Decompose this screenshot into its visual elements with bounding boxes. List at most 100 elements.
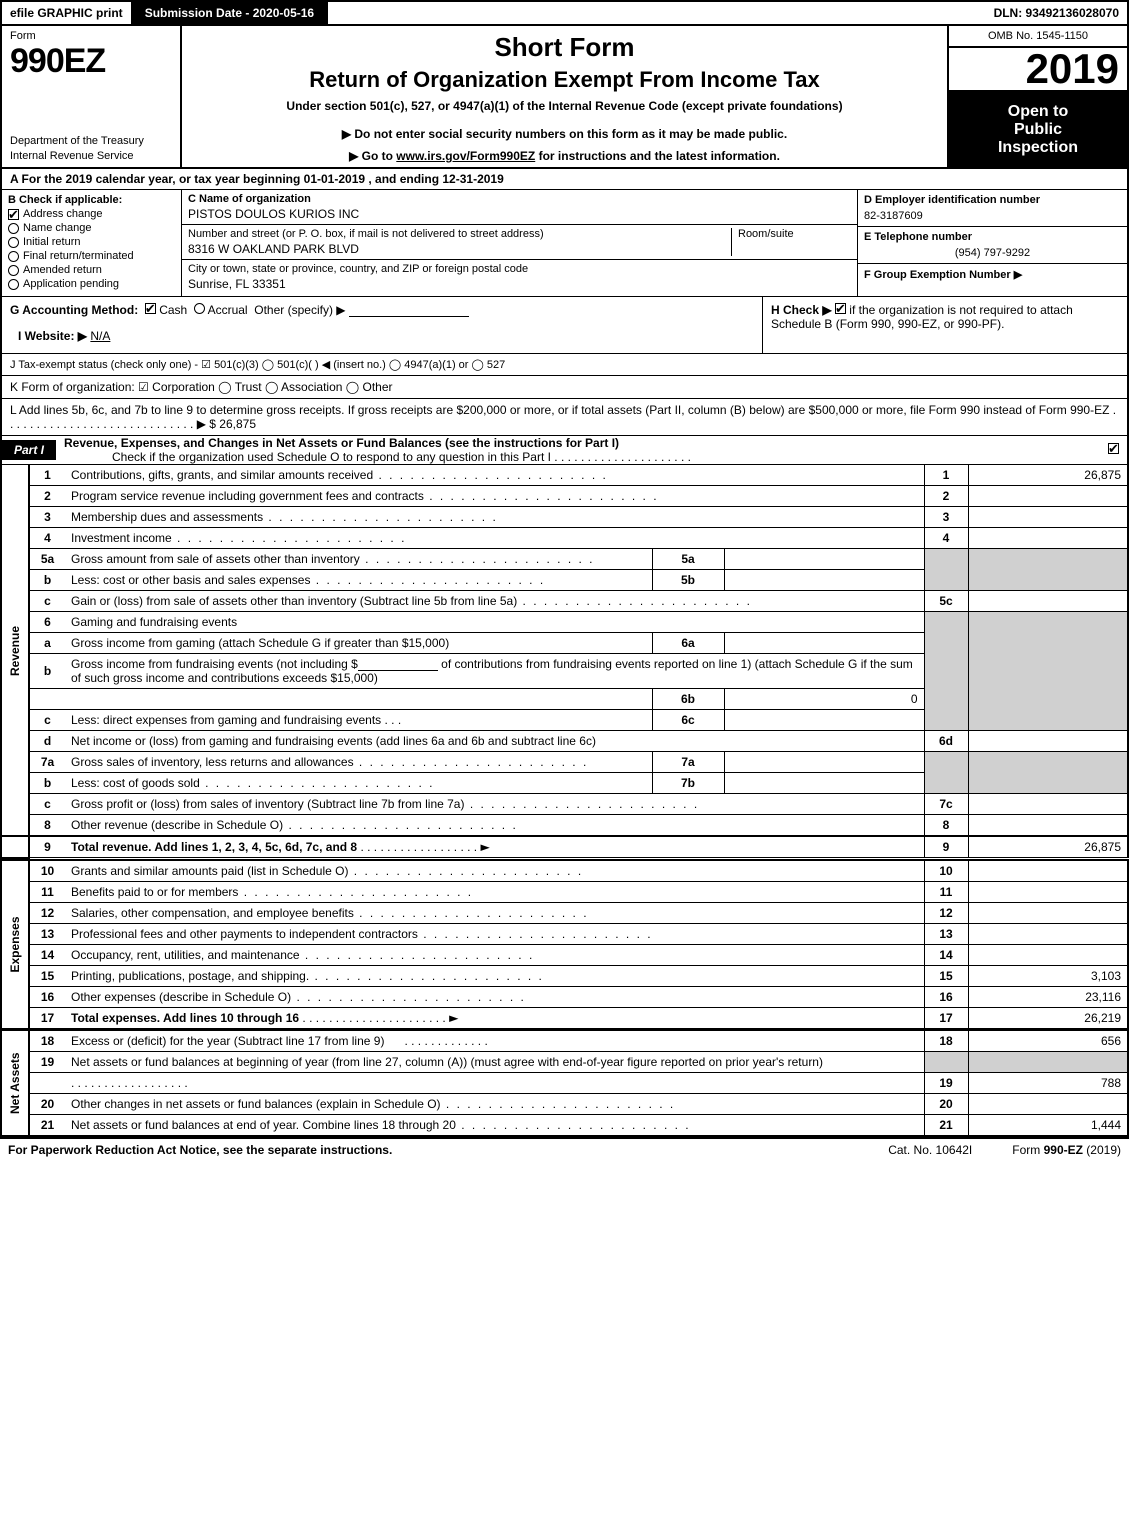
line-6c-desc: Less: direct expenses from gaming and fu… <box>65 710 652 731</box>
form-page-label: Form 990-EZ (2019) <box>1012 1143 1121 1157</box>
l-gross-receipts: L Add lines 5b, 6c, and 7b to line 9 to … <box>2 398 1127 435</box>
line-16-desc: Other expenses (describe in Schedule O) <box>65 986 924 1007</box>
address-label: Number and street (or P. O. box, if mail… <box>188 228 544 240</box>
line-6c-subval <box>724 710 924 731</box>
line-5b-subval <box>724 570 924 591</box>
line-num: 2 <box>29 486 65 507</box>
go-to-link[interactable]: www.irs.gov/Form990EZ <box>396 149 535 163</box>
gh-row: G Accounting Method: Cash Accrual Other … <box>2 297 1127 353</box>
line-7a-desc: Gross sales of inventory, less returns a… <box>65 752 652 773</box>
line-num: 13 <box>29 923 65 944</box>
line-num: 15 <box>29 965 65 986</box>
line-7b-subval <box>724 773 924 794</box>
shade-cell <box>924 1051 968 1072</box>
revenue-side-label: Revenue <box>1 465 29 836</box>
shade-cell <box>924 549 968 591</box>
line-rnum: 8 <box>924 815 968 837</box>
line-3-desc: Membership dues and assessments <box>65 507 924 528</box>
line-num: 11 <box>29 881 65 902</box>
department-label: Department of the Treasury Internal Reve… <box>10 134 172 163</box>
shade-cell <box>968 549 1128 591</box>
pending-check[interactable]: Application pending <box>8 278 175 290</box>
address-value: 8316 W OAKLAND PARK BLVD <box>188 242 544 256</box>
line-6a-desc: Gross income from gaming (attach Schedul… <box>65 633 652 654</box>
radio-icon[interactable] <box>194 303 205 314</box>
line-rnum: 13 <box>924 923 968 944</box>
line-5c-desc: Gain or (loss) from sale of assets other… <box>65 591 924 612</box>
city-value: Sunrise, FL 33351 <box>188 277 528 291</box>
line-2-desc: Program service revenue including govern… <box>65 486 924 507</box>
other-specify-blank[interactable] <box>349 316 469 317</box>
short-form-title: Short Form <box>494 32 634 63</box>
address-change-check[interactable]: Address change <box>8 208 175 220</box>
line-num: b <box>29 570 65 591</box>
line-num: 20 <box>29 1093 65 1114</box>
line-rnum: 6d <box>924 731 968 752</box>
g-accounting: G Accounting Method: Cash Accrual Other … <box>2 297 762 353</box>
address-row: Number and street (or P. O. box, if mail… <box>182 225 857 260</box>
shade-cell <box>968 612 1128 731</box>
group-exemption-row: F Group Exemption Number ▶ <box>858 264 1127 296</box>
box-c: C Name of organization PISTOS DOULOS KUR… <box>182 190 857 296</box>
shade-cell <box>924 612 968 731</box>
line-sub: 7b <box>652 773 724 794</box>
line-10-amt <box>968 860 1128 882</box>
line-5c-amt <box>968 591 1128 612</box>
k-form-of-org: K Form of organization: ☑ Corporation ◯ … <box>2 375 1127 398</box>
telephone-row: E Telephone number (954) 797-9292 <box>858 227 1127 264</box>
amended-check[interactable]: Amended return <box>8 264 175 276</box>
org-name-label: C Name of organization <box>188 193 359 205</box>
open-line1: Open to <box>953 103 1123 121</box>
g-label: G Accounting Method: <box>10 303 138 317</box>
i-website: I Website: ▶ N/A <box>10 327 754 347</box>
line-15-amt: 3,103 <box>968 965 1128 986</box>
line-num: 3 <box>29 507 65 528</box>
paperwork-notice: For Paperwork Reduction Act Notice, see … <box>8 1143 392 1157</box>
line-num <box>29 1072 65 1093</box>
efile-print-label[interactable]: efile GRAPHIC print <box>2 2 133 24</box>
h-label: H Check ▶ <box>771 303 832 317</box>
radio-icon <box>8 279 19 290</box>
name-change-check[interactable]: Name change <box>8 222 175 234</box>
tel-label: E Telephone number <box>864 231 1121 243</box>
group-label: F Group Exemption Number ▶ <box>864 268 1121 281</box>
i-label: I Website: ▶ <box>18 329 87 343</box>
checkbox-icon[interactable] <box>835 303 846 314</box>
city-label: City or town, state or province, country… <box>188 263 528 275</box>
line-16-amt: 23,116 <box>968 986 1128 1007</box>
line-1-desc: Contributions, gifts, grants, and simila… <box>65 465 924 486</box>
line-8-desc: Other revenue (describe in Schedule O) <box>65 815 924 837</box>
checkbox-icon <box>8 209 19 220</box>
line-5b-desc: Less: cost or other basis and sales expe… <box>65 570 652 591</box>
do-not-enter-text: ▶ Do not enter social security numbers o… <box>342 127 787 141</box>
line-19-amt: 788 <box>968 1072 1128 1093</box>
netassets-side-label: Net Assets <box>1 1030 29 1136</box>
line-18-desc: Excess or (deficit) for the year (Subtra… <box>65 1030 924 1052</box>
open-line3: Inspection <box>953 139 1123 157</box>
radio-icon <box>8 237 19 248</box>
part-1-check[interactable] <box>1108 443 1119 457</box>
tel-value: (954) 797-9292 <box>864 247 1121 259</box>
line-rnum: 1 <box>924 465 968 486</box>
l-text: L Add lines 5b, 6c, and 7b to line 9 to … <box>10 403 1116 431</box>
line-21-desc: Net assets or fund balances at end of ye… <box>65 1114 924 1136</box>
initial-return-check[interactable]: Initial return <box>8 236 175 248</box>
submission-date: Submission Date - 2020-05-16 <box>133 2 328 24</box>
line-10-desc: Grants and similar amounts paid (list in… <box>65 860 924 882</box>
page-footer: For Paperwork Reduction Act Notice, see … <box>0 1137 1129 1161</box>
line-15-desc: Printing, publications, postage, and shi… <box>65 965 924 986</box>
line-num: c <box>29 591 65 612</box>
final-return-check[interactable]: Final return/terminated <box>8 250 175 262</box>
line-18-amt: 656 <box>968 1030 1128 1052</box>
line-rnum: 11 <box>924 881 968 902</box>
line-7a-subval <box>724 752 924 773</box>
org-name-value: PISTOS DOULOS KURIOS INC <box>188 207 359 221</box>
line-num: 1 <box>29 465 65 486</box>
line-5a-subval <box>724 549 924 570</box>
line-num <box>29 689 65 710</box>
line-rnum: 7c <box>924 794 968 815</box>
open-to-public: Open to Public Inspection <box>949 92 1127 167</box>
checkbox-icon[interactable] <box>145 303 156 314</box>
entity-block: B Check if applicable: Address change Na… <box>0 190 1129 297</box>
box-b-title: B Check if applicable: <box>8 194 175 206</box>
